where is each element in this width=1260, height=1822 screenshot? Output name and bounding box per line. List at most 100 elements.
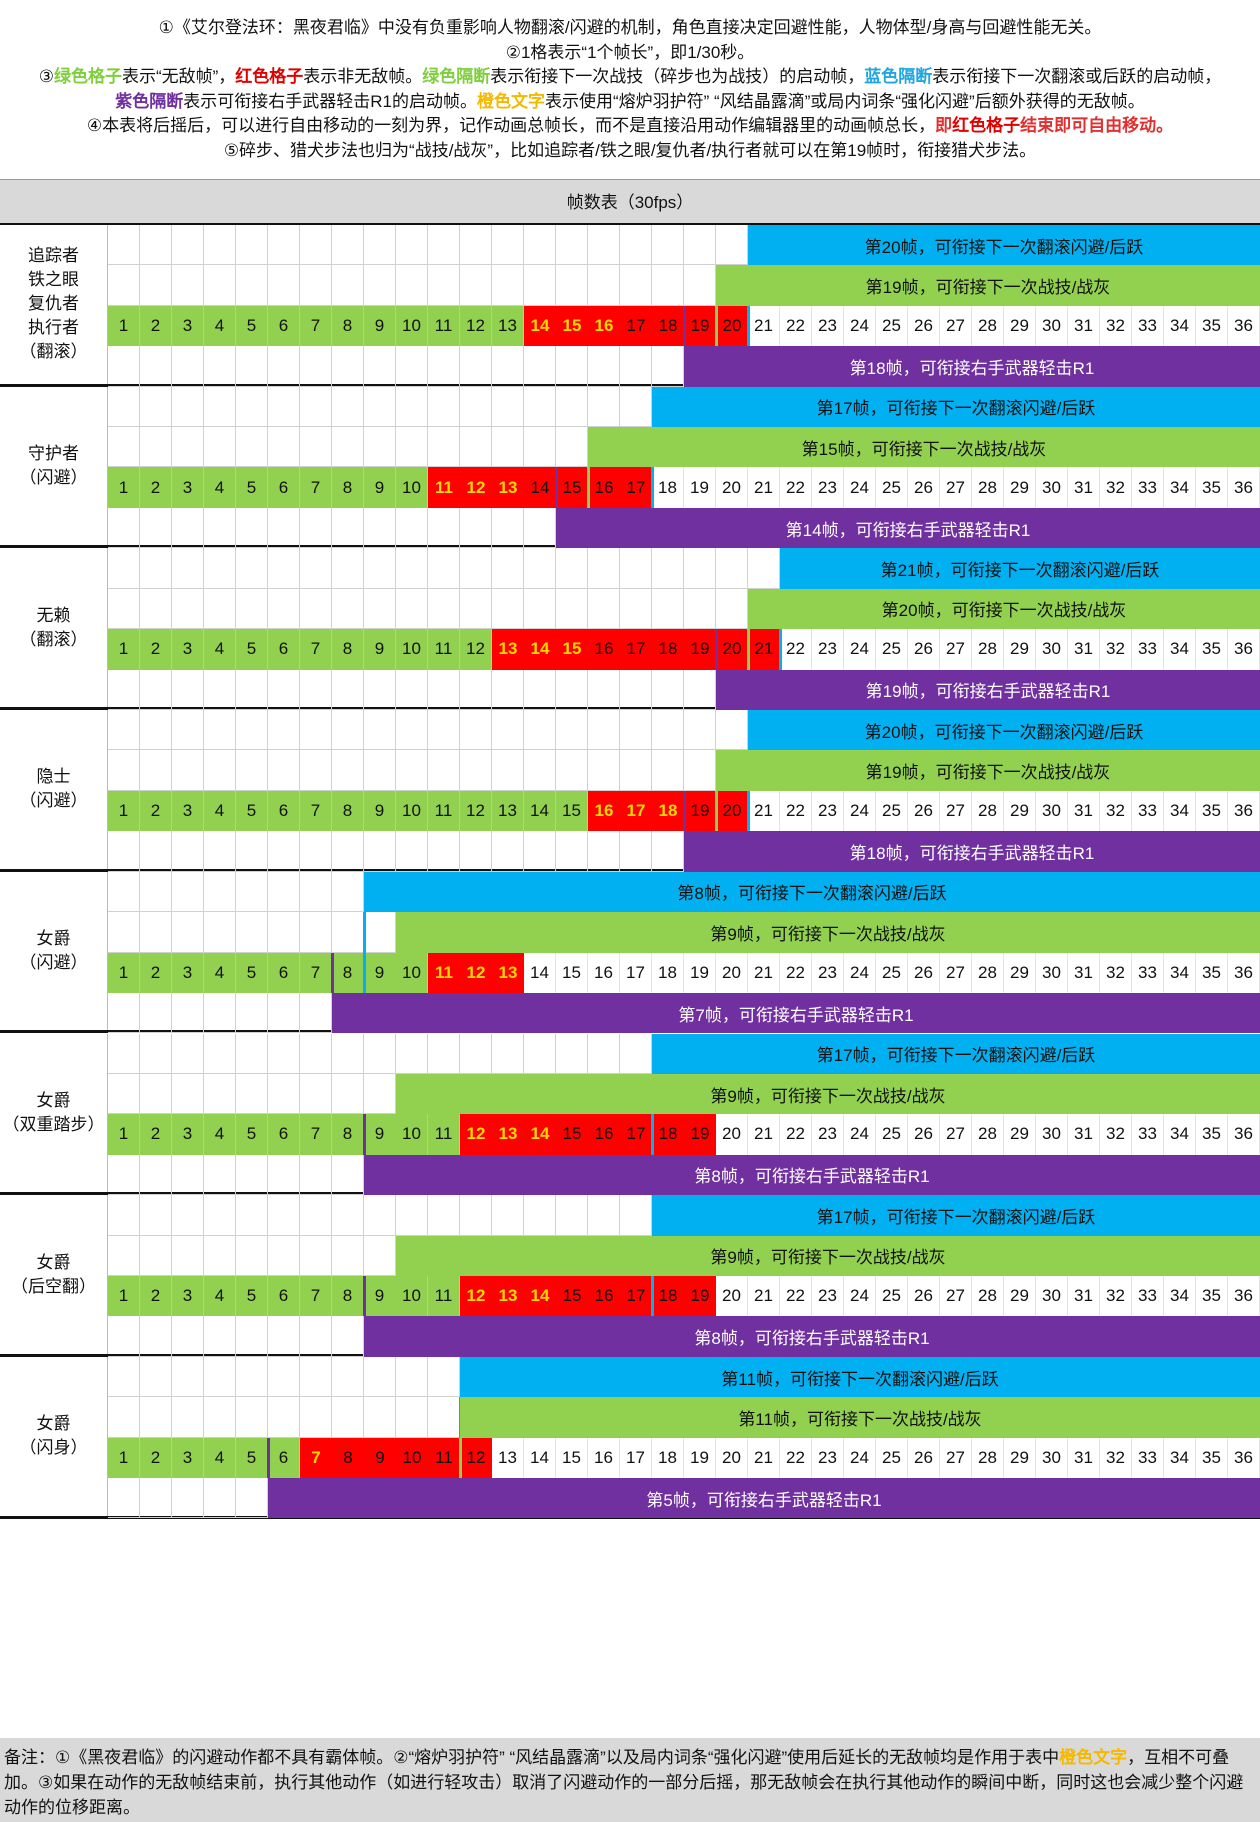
frame-cell-6: 6: [268, 1437, 300, 1479]
frame-cell-11: 11: [428, 629, 460, 670]
row-label-line: （翻滚）: [19, 629, 88, 649]
grid-cell: [108, 1154, 140, 1196]
grid-cell: [268, 548, 300, 589]
frame-cell-8: 8: [332, 790, 364, 832]
frame-cell-13: 13: [492, 1437, 524, 1479]
frame-cell-26: 26: [908, 952, 940, 993]
frame-cell-17: 17: [620, 467, 652, 508]
green-separator: [459, 1437, 462, 1479]
grid-cell: [556, 1033, 588, 1074]
grid-cell: [108, 669, 140, 710]
grid-cell: [556, 831, 588, 872]
grid-cell: [236, 386, 268, 428]
grid-cell: [172, 588, 204, 630]
grid-cell: [268, 1316, 300, 1357]
grid-cell: [460, 1033, 492, 1074]
frame-cell-36: 36: [1228, 467, 1260, 508]
grid-cell: [236, 588, 268, 630]
grid-cell: [396, 750, 428, 791]
grid-cell: [108, 912, 140, 953]
note-line-5: ④本表将后摇后，可以进行自由移动的一刻为界，记作动画总帧长，而不是直接沿用动作编…: [0, 114, 1260, 139]
grid-cell: [332, 912, 364, 953]
grid-cell: [428, 507, 460, 549]
row-label-line: （翻滚）: [19, 342, 88, 362]
frame-cell-36: 36: [1228, 305, 1260, 347]
frame-cell-24: 24: [844, 1437, 876, 1479]
grid-cell: [364, 346, 396, 387]
grid-cell: [492, 831, 524, 872]
frame-cell-22: 22: [780, 467, 812, 508]
grid-cell: [556, 346, 588, 387]
frame-cell-31: 31: [1068, 952, 1100, 993]
frame-cell-9: 9: [364, 790, 396, 832]
row-label-line: 女爵: [36, 1414, 71, 1434]
frame-cell-26: 26: [908, 1114, 940, 1155]
frame-cell-24: 24: [844, 1275, 876, 1317]
grid-cell: [652, 710, 684, 751]
frame-cell-15: 15: [556, 305, 588, 347]
frame-cell-10: 10: [396, 467, 428, 508]
frame-cell-15: 15: [556, 790, 588, 832]
frame-cell-28: 28: [972, 1114, 1004, 1155]
header-line5-seg-2: 红色格子: [952, 116, 1021, 135]
green-separator: [587, 467, 590, 508]
grid-cell: [172, 1356, 204, 1398]
frame-cell-12: 12: [460, 1275, 492, 1317]
grid-cell: [140, 1478, 172, 1519]
frame-cell-10: 10: [396, 952, 428, 993]
grid-cell: [204, 710, 236, 751]
frame-cell-6: 6: [268, 952, 300, 993]
grid-cell: [204, 871, 236, 913]
row-label-line: （后空翻）: [11, 1276, 96, 1296]
grid-cell: [172, 265, 204, 306]
grid-cell: [460, 831, 492, 872]
grid-cell: [172, 507, 204, 549]
grid-cell: [652, 346, 684, 387]
blue-transition-bar: 第21帧，可衔接下一次翻滚闪避/后跃: [780, 548, 1260, 589]
grid-cell: [140, 386, 172, 428]
grid-cell: [332, 871, 364, 913]
frame-grid: 1 2 3 4 5 6 7 8 9 10 11 12 13 14 15 16 17 18 19 20 21 22 23 24 2…: [108, 1033, 1260, 1196]
row-label-line: （双重踏步）: [2, 1114, 105, 1134]
grid-cell: [492, 346, 524, 387]
grid-cell: [108, 1195, 140, 1236]
frame-grid: 1 2 3 4 5 6 7 8 9 10 11 12 13 14 15 16 17 18 19 20 21 22 23 24 2…: [108, 1195, 1260, 1357]
grid-cell: [108, 750, 140, 791]
grid-cell: [172, 750, 204, 791]
grid-cell: [236, 346, 268, 387]
row-label-line: （闪避）: [19, 468, 88, 488]
row-label-line: 女爵: [36, 1252, 71, 1272]
grid-cell: [268, 265, 300, 306]
grid-cell: [140, 588, 172, 630]
grid-cell: [524, 1033, 556, 1074]
frame-cell-26: 26: [908, 1275, 940, 1317]
frame-cell-2: 2: [140, 790, 172, 832]
frame-block-3: 无赖 （翻滚） 1 2 3 4 5 6 7 8 9 10 11 12 13 14 15 16 17 18 19 20 21 2…: [0, 548, 1260, 711]
row-label: 女爵 （双重踏步）: [0, 1033, 108, 1193]
green-transition-bar: 第9帧，可衔接下一次战技/战灰: [396, 912, 1260, 953]
frame-cell-24: 24: [844, 1114, 876, 1155]
frame-cell-9: 9: [364, 305, 396, 347]
frame-cell-26: 26: [908, 467, 940, 508]
green-separator: [715, 790, 718, 832]
grid-cell: [140, 1195, 172, 1236]
green-separator: [395, 1114, 398, 1155]
grid-cell: [300, 710, 332, 751]
grid-cell: [236, 1195, 268, 1236]
grid-cell: [300, 346, 332, 387]
frame-cell-35: 35: [1196, 1114, 1228, 1155]
frame-cell-8: 8: [332, 952, 364, 993]
grid-cell: [620, 386, 652, 428]
frame-block-2: 守护者 （闪避） 1 2 3 4 5 6 7 8 9 10 11 12 13 14 15 16 17 18 19 20 21…: [0, 386, 1260, 549]
grid-cell: [652, 669, 684, 710]
grid-cell: [364, 750, 396, 791]
frame-cell-10: 10: [396, 1275, 428, 1317]
frame-cell-31: 31: [1068, 790, 1100, 832]
blue-transition-bar: 第11帧，可衔接下一次翻滚闪避/后跃: [460, 1356, 1260, 1398]
grid-cell: [108, 1356, 140, 1398]
grid-cell: [588, 588, 620, 630]
grid-cell: [620, 750, 652, 791]
grid-cell: [268, 427, 300, 468]
grid-cell: [108, 1478, 140, 1519]
purple-separator: [267, 1437, 270, 1479]
